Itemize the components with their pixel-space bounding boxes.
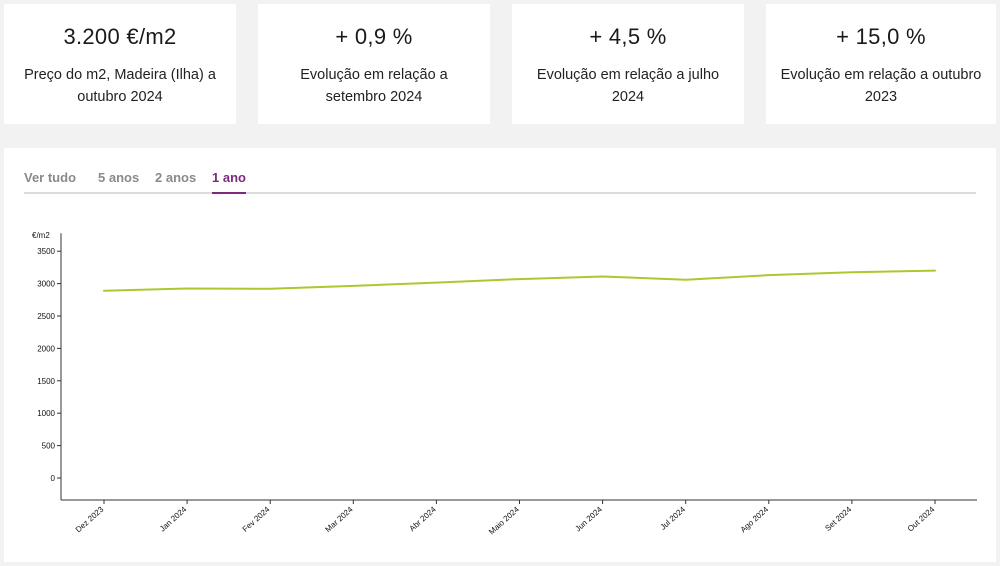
data-point	[768, 274, 770, 276]
x-tick-label: Jan 2024	[158, 504, 189, 533]
y-tick-label: 2500	[37, 312, 55, 321]
stat-value: + 0,9 %	[335, 24, 413, 49]
data-point	[518, 278, 521, 280]
stat-card-month-change: + 0,9 % Evolução em relação a setembro 2…	[258, 4, 490, 124]
x-tick-label: Abr 2024	[408, 504, 439, 533]
data-point	[934, 269, 936, 272]
x-tick-label: Mar 2024	[324, 504, 356, 534]
x-tick-label: Jun 2024	[573, 504, 604, 533]
data-point	[269, 287, 272, 290]
stat-card-price: 3.200 €/m2 Preço do m2, Madeira (Ilha) a…	[4, 4, 236, 124]
x-tick-label: Maio 2024	[487, 504, 521, 536]
data-point	[103, 289, 105, 292]
series-line	[103, 269, 936, 292]
x-tick-label: Jul 2024	[659, 504, 688, 531]
price-chart-panel: Ver tudo 5 anos 2 anos 1 ano €/m2 0 500 100…	[4, 148, 996, 562]
data-point	[186, 287, 188, 290]
stat-value: 3.200 €/m2	[63, 24, 177, 49]
y-tick-label: 3000	[37, 280, 55, 289]
data-point	[851, 271, 853, 274]
tab-1-year[interactable]: 1 ano	[212, 168, 246, 194]
y-tick-label: 1500	[37, 377, 55, 386]
x-tick-label: Dez 2023	[74, 504, 106, 534]
price-line-chart: €/m2 0 500 1000 1500 2000 2500 3000 3500 Dez 2023…	[32, 231, 977, 536]
tab-2-years[interactable]: 2 anos	[155, 170, 197, 185]
data-point	[601, 275, 604, 278]
tab-all[interactable]: Ver tudo	[24, 170, 77, 185]
y-tick-label: 500	[42, 442, 56, 451]
x-tick-label: Out 2024	[906, 504, 937, 533]
y-tick-label: 2000	[37, 344, 55, 353]
stat-card-year-change: + 15,0 % Evolução em relação a outubro 2…	[766, 4, 996, 124]
stat-label: Evolução em relação a setembro 2024	[300, 67, 448, 105]
stat-label: Preço do m2, Madeira (Ilha) a outubro 20…	[24, 67, 216, 105]
data-point	[352, 285, 355, 287]
stat-value: + 15,0 %	[836, 24, 926, 49]
x-tick-label: Set 2024	[823, 504, 853, 532]
x-tick-label: Ago 2024	[739, 504, 771, 534]
stat-value: + 4,5 %	[589, 24, 667, 49]
y-tick-label: 0	[51, 474, 56, 483]
tab-5-years[interactable]: 5 anos	[98, 170, 140, 185]
period-tabs: Ver tudo 5 anos 2 anos 1 ano	[24, 168, 976, 194]
y-tick-label: 1000	[37, 409, 55, 418]
stat-card-quarter-change: + 4,5 % Evolução em relação a julho 2024	[512, 4, 744, 124]
x-tick-label: Fev 2024	[241, 504, 272, 533]
stat-label: Evolução em relação a outubro 2023	[780, 67, 982, 105]
stat-label: Evolução em relação a julho 2024	[536, 67, 720, 105]
data-point	[684, 278, 687, 281]
y-axis-label: €/m2	[32, 231, 50, 240]
y-tick-label: 3500	[37, 247, 55, 256]
data-point	[435, 281, 438, 284]
